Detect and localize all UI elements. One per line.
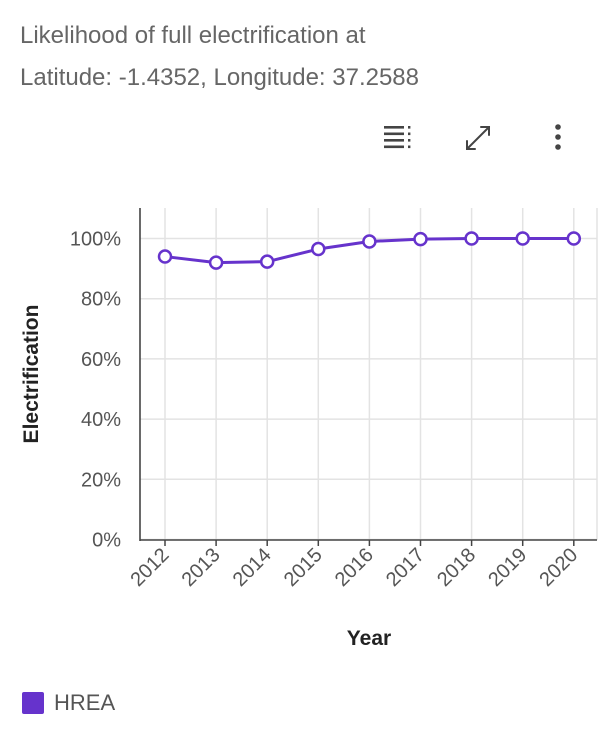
x-tick-label: 2020: [535, 544, 582, 591]
legend-swatch: [22, 692, 44, 714]
data-point: [566, 231, 582, 246]
data-point: [362, 234, 377, 249]
data-point: [259, 254, 275, 269]
x-tick-label: 2013: [178, 544, 225, 591]
x-tick-label: 2019: [484, 544, 531, 591]
y-axis-title: Electrification: [20, 305, 43, 444]
y-tick-label: 80%: [81, 289, 121, 311]
x-tick-label: 2012: [127, 544, 174, 591]
x-tick-label: 2016: [331, 544, 378, 591]
more-options-icon[interactable]: [538, 118, 578, 158]
fullscreen-icon[interactable]: [458, 118, 498, 158]
x-tick-label: 2015: [280, 544, 327, 591]
data-point: [464, 231, 479, 246]
y-tick-label: 20%: [81, 469, 121, 491]
legend-item-hrea[interactable]: HREA: [22, 690, 115, 716]
x-tick-label: 2014: [229, 544, 276, 591]
x-tick-label: 2017: [382, 544, 429, 591]
data-table-icon[interactable]: [378, 118, 418, 158]
data-point: [157, 249, 173, 264]
y-tick-label: 0%: [92, 530, 121, 552]
data-point: [515, 231, 530, 246]
chart-title-line-1: Likelihood of full electrification at: [20, 22, 366, 49]
legend-label: HREA: [54, 690, 116, 715]
y-tick-label: 100%: [70, 229, 121, 251]
y-tick-label: 40%: [81, 409, 121, 431]
y-tick-label: 60%: [81, 349, 121, 371]
data-point: [208, 255, 224, 270]
chart-title-line-2: Latitude: -1.4352, Longitude: 37.2588: [20, 64, 419, 91]
x-axis-title: Year: [347, 627, 391, 650]
data-point: [311, 241, 326, 257]
x-tick-label: 2018: [433, 544, 480, 591]
data-point: [413, 231, 428, 247]
